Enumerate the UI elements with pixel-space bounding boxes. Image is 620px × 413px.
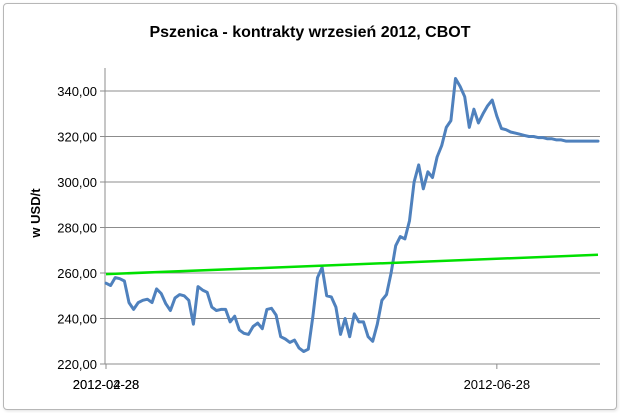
y-tick-label: 260,00 xyxy=(57,266,97,281)
gridlines xyxy=(105,90,600,319)
x-tick-label: 2012-02-28 xyxy=(73,377,140,392)
chart-title: Pszenica - kontrakty wrzesień 2012, CBOT xyxy=(149,24,470,41)
x-tick-label: 2012-04-28 xyxy=(73,377,140,392)
y-tick-labels: 220,00 240,00 260,00 280,00 300,00 320,00 340,… xyxy=(57,84,97,372)
y-tick-label: 240,00 xyxy=(57,312,97,327)
y-tick-label: 220,00 xyxy=(57,357,97,372)
y-axis-label: w USD/t xyxy=(28,188,43,239)
y-tick-label: 320,00 xyxy=(57,130,97,145)
y-tick-label: 280,00 xyxy=(57,221,97,236)
price-line xyxy=(104,77,600,353)
y-tick-label: 300,00 xyxy=(57,175,97,190)
trend-line xyxy=(105,253,599,276)
axes xyxy=(100,68,600,369)
x-tick-label: 2012-06-28 xyxy=(464,377,531,392)
series-group xyxy=(104,77,600,353)
y-tick-label: 340,00 xyxy=(57,84,97,99)
